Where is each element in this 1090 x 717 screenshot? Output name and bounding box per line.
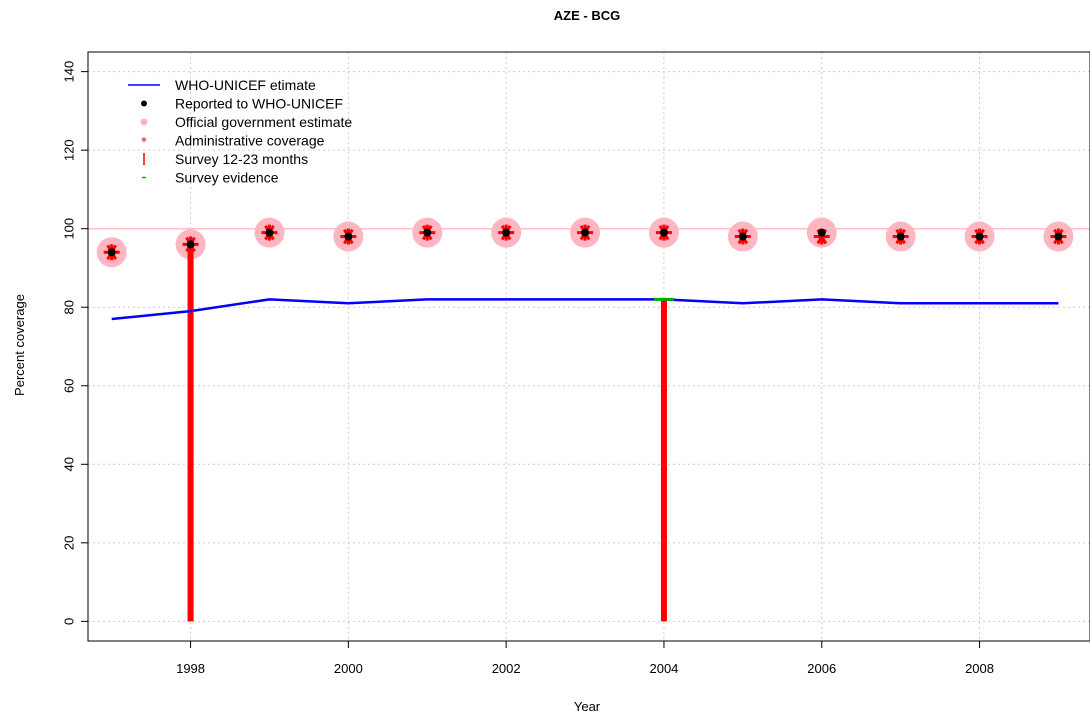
x-tick-label-2002: 2002 bbox=[492, 661, 521, 676]
legend: WHO-UNICEF etimate Reported to WHO-UNICEF… bbox=[128, 77, 352, 186]
legend-symbol-admin: * bbox=[141, 134, 147, 150]
reported-point-2008 bbox=[975, 232, 984, 241]
reported-point-2000 bbox=[344, 232, 353, 241]
legend-label-3: Administrative coverage bbox=[175, 133, 325, 149]
y-tick-label-0: 0 bbox=[61, 618, 76, 625]
x-tick-label-2008: 2008 bbox=[965, 661, 994, 676]
y-tick-label-20: 20 bbox=[61, 536, 76, 550]
legend-label-0: WHO-UNICEF etimate bbox=[175, 77, 316, 93]
x-tick-label-2006: 2006 bbox=[807, 661, 836, 676]
x-axis-label: Year bbox=[574, 699, 601, 714]
reported-point-2002 bbox=[502, 228, 511, 237]
y-tick-label-60: 60 bbox=[61, 379, 76, 393]
legend-label-1: Reported to WHO-UNICEF bbox=[175, 96, 343, 112]
legend-symbol-official bbox=[140, 118, 148, 126]
reported-point-1998 bbox=[186, 240, 195, 249]
legend-label-2: Official government estimate bbox=[175, 114, 352, 130]
y-tick-label-40: 40 bbox=[61, 457, 76, 471]
chart-title: AZE - BCG bbox=[554, 8, 620, 23]
y-tick-label-80: 80 bbox=[61, 300, 76, 314]
reported-point-1997 bbox=[107, 248, 116, 257]
y-tick-label-140: 140 bbox=[61, 61, 76, 83]
reported-point-2007 bbox=[896, 232, 905, 241]
legend-label-5: Survey evidence bbox=[175, 170, 279, 186]
y-tick-label-120: 120 bbox=[61, 139, 76, 161]
reported-point-2009 bbox=[1054, 232, 1063, 241]
reported-point-2004 bbox=[659, 228, 668, 237]
x-tick-label-2004: 2004 bbox=[649, 661, 678, 676]
legend-symbol-reported bbox=[141, 100, 147, 107]
reported-point-1999 bbox=[265, 228, 274, 237]
plot-frame bbox=[87, 51, 1090, 642]
reported-point-2003 bbox=[581, 228, 590, 237]
x-tick-label-1998: 1998 bbox=[176, 661, 205, 676]
axes: 1998 2000 2002 2004 2006 2008 0 20 40 60 80 100 120 1… bbox=[61, 61, 994, 676]
x-tick-label-2000: 2000 bbox=[334, 661, 363, 676]
y-axis-label: Percent coverage bbox=[12, 294, 27, 396]
reported-point-2001 bbox=[423, 228, 432, 237]
reported-point-2006 bbox=[817, 228, 826, 237]
legend-label-4: Survey 12-23 months bbox=[175, 151, 308, 167]
y-tick-label-100: 100 bbox=[61, 218, 76, 240]
reported-point-2005 bbox=[738, 232, 747, 241]
estimate-line bbox=[111, 298, 1059, 321]
series bbox=[96, 217, 1074, 622]
